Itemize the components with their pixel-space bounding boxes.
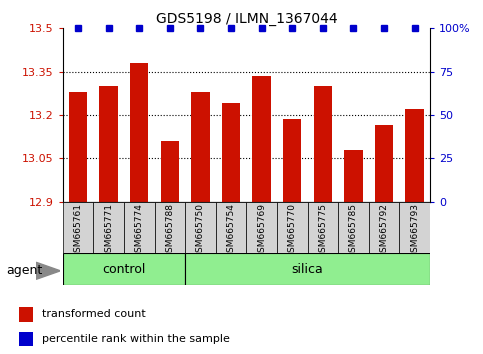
Text: GSM665775: GSM665775 <box>318 203 327 258</box>
Text: transformed count: transformed count <box>42 309 146 319</box>
Bar <box>124 202 155 253</box>
Text: percentile rank within the sample: percentile rank within the sample <box>42 334 230 344</box>
Bar <box>216 202 246 253</box>
Bar <box>69 92 87 202</box>
Bar <box>313 86 332 202</box>
Text: silica: silica <box>292 263 324 275</box>
Bar <box>308 202 338 253</box>
Text: GSM665761: GSM665761 <box>73 203 83 258</box>
Text: GSM665750: GSM665750 <box>196 203 205 258</box>
Bar <box>369 202 399 253</box>
Bar <box>19 307 33 322</box>
Bar <box>405 109 424 202</box>
Text: agent: agent <box>6 264 42 277</box>
Bar <box>283 119 301 202</box>
Bar <box>63 202 93 253</box>
Bar <box>222 103 240 202</box>
Bar <box>191 92 210 202</box>
Bar <box>130 63 148 202</box>
Text: GSM665792: GSM665792 <box>380 203 388 258</box>
Bar <box>253 76 271 202</box>
Bar <box>185 202 216 253</box>
Text: GSM665774: GSM665774 <box>135 203 144 258</box>
Bar <box>375 125 393 202</box>
Bar <box>155 202 185 253</box>
Text: GSM665771: GSM665771 <box>104 203 113 258</box>
Bar <box>399 202 430 253</box>
Text: GSM665793: GSM665793 <box>410 203 419 258</box>
Text: GSM665754: GSM665754 <box>227 203 236 258</box>
Bar <box>185 253 430 285</box>
Text: GSM665770: GSM665770 <box>288 203 297 258</box>
Bar <box>19 332 33 347</box>
Bar <box>63 253 185 285</box>
Bar <box>99 86 118 202</box>
Bar <box>344 150 363 202</box>
Title: GDS5198 / ILMN_1367044: GDS5198 / ILMN_1367044 <box>156 12 337 26</box>
Text: GSM665769: GSM665769 <box>257 203 266 258</box>
Bar <box>93 202 124 253</box>
Bar <box>161 141 179 202</box>
Bar <box>246 202 277 253</box>
Bar <box>338 202 369 253</box>
Bar <box>277 202 308 253</box>
Text: GSM665785: GSM665785 <box>349 203 358 258</box>
Text: GSM665788: GSM665788 <box>165 203 174 258</box>
Text: control: control <box>102 263 146 275</box>
Polygon shape <box>36 262 60 279</box>
